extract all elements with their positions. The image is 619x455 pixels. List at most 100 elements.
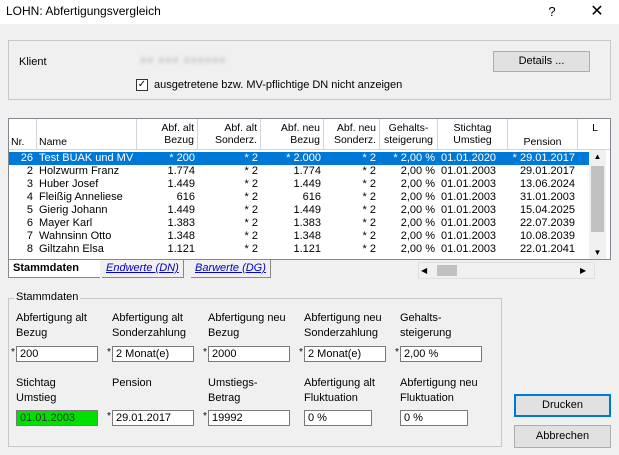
- header-gehaltssteigerung[interactable]: Gehalts- steigerung: [380, 119, 438, 150]
- scroll-thumb[interactable]: [591, 166, 604, 232]
- employee-table[interactable]: Nr. Name Abf. alt Bezug Abf. alt Sonderz…: [8, 118, 611, 260]
- header-line: Umstieg: [453, 134, 492, 146]
- abf-alt-bezug-field[interactable]: 200: [16, 346, 98, 362]
- table-cell-a3: 1.348: [293, 230, 321, 242]
- table-cell-a1: 1.383: [167, 217, 195, 229]
- table-row[interactable]: 5 Gierig Johann 1.449 * 2 1.449 * 2 2,00 % 01.0…: [9, 204, 589, 217]
- table-cell-a3: 1.774: [293, 165, 321, 177]
- table-cell-a1: 616: [176, 191, 195, 203]
- table-cell-s: 01.01.2003: [441, 243, 497, 255]
- table-row[interactable]: 7 Wahnsinn Otto 1.348 * 2 1.348 * 2 2,00 % 01.0…: [9, 230, 589, 243]
- label-line: Abfertigung alt: [16, 312, 87, 324]
- table-row[interactable]: 4 Fleißig Anneliese 616 * 2 616 * 2 2,00 % 01.0…: [9, 191, 589, 204]
- tab-stammdaten[interactable]: Stammdaten: [8, 260, 100, 278]
- table-cell-nr: 4: [26, 191, 33, 203]
- table-cell-a3: 616: [302, 191, 321, 203]
- table-cell-name: Huber Josef: [39, 178, 99, 190]
- header-pension[interactable]: Pension: [508, 119, 578, 150]
- label-umstieg-betrag: Umstiegs- Betrag: [208, 377, 258, 404]
- table-cell-name: Fleißig Anneliese: [39, 191, 123, 203]
- label-fluk-neu: Abfertigung neu Fluktuation: [400, 377, 478, 404]
- table-cell-g: 2,00 %: [400, 230, 435, 242]
- table-cell-a2: * 2: [244, 243, 258, 255]
- label-line: Abfertigung neu: [304, 312, 382, 324]
- scroll-down-icon[interactable]: ▼: [593, 248, 602, 257]
- table-row[interactable]: 2 Holzwurm Franz 1.774 * 2 1.774 * 2 2,00 % 01.…: [9, 165, 589, 178]
- label-abf-neu-bezug: Abfertigung neu Bezug: [208, 312, 286, 339]
- header-line: steigerung: [383, 134, 434, 146]
- header-name[interactable]: Name: [37, 119, 137, 150]
- scroll-right-icon[interactable]: ▶: [580, 266, 587, 275]
- header-line: Abf. alt: [161, 122, 194, 134]
- header-abf-alt-sonderz[interactable]: Abf. alt Sonderz.: [198, 119, 261, 150]
- header-line: Bezug: [290, 134, 320, 146]
- header-line: Bezug: [164, 134, 194, 146]
- table-row[interactable]: 3 Huber Josef 1.449 * 2 1.449 * 2 2,00 % 01.01.…: [9, 178, 589, 191]
- tab-barwerte[interactable]: Barwerte (DG): [191, 260, 271, 278]
- table-cell-a1: 1.348: [167, 230, 195, 242]
- stichtag-field[interactable]: 01.01.2003: [16, 410, 98, 426]
- tab-endwerte[interactable]: Endwerte (DN): [102, 260, 184, 278]
- abf-alt-sonder-field[interactable]: 2 Monat(e): [112, 346, 194, 362]
- client-label: Klient: [19, 56, 47, 68]
- table-row[interactable]: 6 Mayer Karl 1.383 * 2 1.383 * 2 2,00 % 01.01.2…: [9, 217, 589, 230]
- table-cell-nr: 8: [26, 243, 33, 255]
- help-button[interactable]: ?: [548, 4, 556, 19]
- table-cell-a2: * 2: [244, 178, 258, 190]
- table-cell-a1: 1.121: [167, 243, 195, 255]
- table-cell-g: 2,00 %: [400, 204, 435, 216]
- table-cell-s: 01.01.2020: [441, 152, 497, 164]
- header-line: Sonderz.: [333, 134, 376, 146]
- table-cell-g: 2,00 %: [400, 243, 435, 255]
- label-line: Umstieg: [16, 392, 57, 404]
- table-row[interactable]: 8 Giltzahn Elsa 1.121 * 2 1.121 * 2 2,00 % 01.0…: [9, 243, 589, 256]
- label-line: Sonderzahlung: [112, 327, 187, 339]
- cancel-button[interactable]: Abbrechen: [514, 425, 611, 448]
- label-fluk-alt: Abfertigung alt Fluktuation: [304, 377, 375, 404]
- table-cell-a2: * 2: [244, 217, 258, 229]
- label-abf-alt-sonder: Abfertigung alt Sonderzahlung: [112, 312, 186, 339]
- scroll-up-icon[interactable]: ▲: [593, 152, 602, 161]
- hscroll-thumb[interactable]: [437, 265, 457, 276]
- client-value: ## ### ######: [140, 55, 227, 67]
- header-stichtag[interactable]: Stichtag Umstieg: [438, 119, 508, 150]
- table-header: Nr. Name Abf. alt Bezug Abf. alt Sonderz…: [9, 119, 610, 150]
- header-abf-neu-sonderz[interactable]: Abf. neu Sonderz.: [324, 119, 380, 150]
- vertical-scrollbar[interactable]: ▲ ▼: [589, 150, 606, 259]
- table-cell-a2: * 2: [244, 230, 258, 242]
- scroll-left-icon[interactable]: ◀: [421, 266, 428, 275]
- table-cell-a1: 1.774: [167, 165, 195, 177]
- abf-neu-sonder-field[interactable]: 2 Monat(e): [304, 346, 386, 362]
- title-bar: LOHN: Abfertigungsvergleich ? ✕: [0, 0, 619, 24]
- header-extra[interactable]: L: [592, 122, 598, 134]
- client-panel: [8, 40, 611, 100]
- table-cell-a2: * 2: [244, 191, 258, 203]
- hide-employees-checkbox[interactable]: ✓: [136, 79, 148, 91]
- header-nr[interactable]: Nr.: [9, 119, 37, 150]
- fluk-alt-field[interactable]: 0 %: [304, 410, 372, 426]
- abf-neu-bezug-field[interactable]: 2000: [208, 346, 290, 362]
- table-cell-s: 01.01.2003: [441, 191, 497, 203]
- gehalt-field[interactable]: 2,00 %: [400, 346, 482, 362]
- pension-field[interactable]: 29.01.2017: [112, 410, 194, 426]
- label-line: Betrag: [208, 392, 241, 404]
- table-cell-p: 22.07.2039: [519, 217, 575, 229]
- table-cell-a4: * 2: [362, 204, 376, 216]
- table-row-selected[interactable]: 26 Test BUAK und MV * 200 * 2 * 2.000 * 2 * 2,…: [9, 152, 589, 165]
- horizontal-scrollbar[interactable]: ◀ ▶: [418, 262, 595, 279]
- details-button[interactable]: Details ...: [493, 51, 590, 72]
- close-button[interactable]: ✕: [590, 3, 604, 20]
- table-cell-nr: 26: [20, 152, 33, 164]
- print-button[interactable]: Drucken: [514, 394, 611, 417]
- fluk-neu-field[interactable]: 0 %: [400, 410, 468, 426]
- header-line: Stichtag: [453, 122, 492, 134]
- table-cell-a4: * 2: [362, 230, 376, 242]
- table-cell-a2: * 2: [244, 152, 258, 164]
- header-abf-alt-bezug[interactable]: Abf. alt Bezug: [137, 119, 198, 150]
- umstieg-betrag-field[interactable]: 19992: [208, 410, 290, 426]
- header-abf-neu-bezug[interactable]: Abf. neu Bezug: [261, 119, 324, 150]
- table-cell-name: Wahnsinn Otto: [39, 230, 112, 242]
- required-star: *: [203, 347, 207, 358]
- label-line: Fluktuation: [400, 392, 454, 404]
- table-cell-g: * 2,00 %: [393, 152, 435, 164]
